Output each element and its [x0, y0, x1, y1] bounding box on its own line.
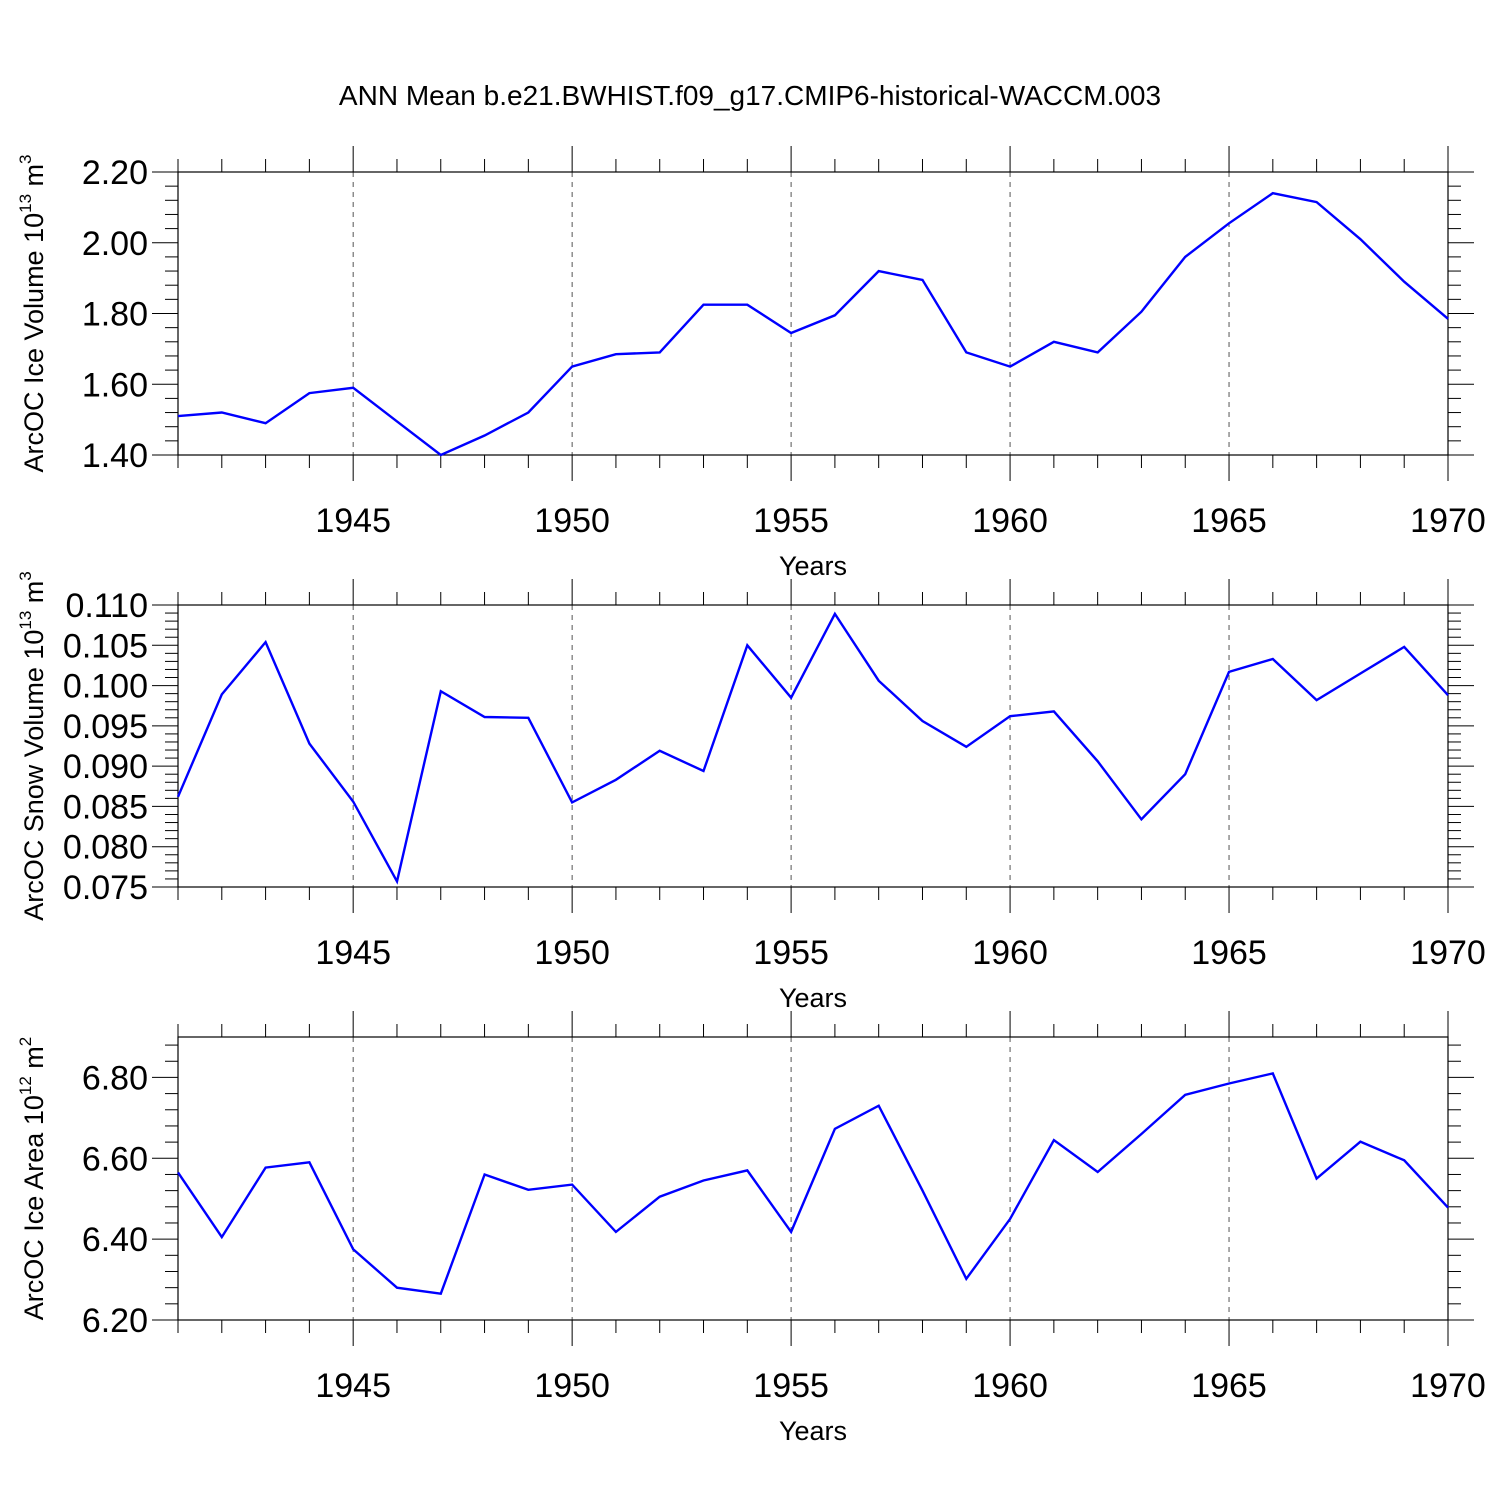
x-tick-label: 1955	[753, 502, 829, 540]
y-tick-label: 6.80	[82, 1059, 148, 1097]
x-tick-label: 1945	[315, 502, 391, 540]
plot-frame	[177, 604, 1449, 888]
y-tick-label: 6.40	[82, 1221, 148, 1259]
y-tick-label: 0.085	[63, 788, 148, 826]
y-tick-label: 0.100	[63, 668, 148, 706]
series-line	[176, 611, 1449, 885]
y-tick-label: 1.60	[82, 366, 148, 404]
y-tick-label: 0.075	[63, 869, 148, 907]
y-tick-label: 0.080	[63, 829, 148, 867]
x-tick-label: 1965	[1191, 934, 1267, 972]
x-tick-label: 1970	[1410, 502, 1486, 540]
x-tick-label: 1965	[1191, 1367, 1267, 1405]
x-tick-label: 1950	[534, 1367, 610, 1405]
x-axis-title: Years	[779, 1416, 847, 1446]
x-tick-label: 1960	[972, 502, 1048, 540]
y-tick-label: 1.40	[82, 437, 148, 475]
series-line	[177, 1072, 1449, 1296]
plot-frame	[177, 1036, 1449, 1321]
x-tick-label: 1960	[972, 1367, 1048, 1405]
x-tick-label: 1945	[315, 1367, 391, 1405]
x-tick-label: 1945	[315, 934, 391, 972]
y-tick-label: 6.20	[82, 1302, 148, 1340]
x-tick-label: 1955	[753, 934, 829, 972]
panel-3: 6.20 6.40 6.60 6.80 1945 1950 1955 1960 1965 1970…	[16, 1011, 1486, 1446]
y-axis-title: ArcOC Ice Volume 1013 m3	[16, 154, 49, 472]
y-tick-label: 0.090	[63, 748, 148, 786]
x-axis-title: Years	[779, 983, 847, 1013]
panel-1: 1.40 1.60 1.80 2.00 2.20 1945 1950 1955 1960 1965…	[16, 146, 1486, 581]
y-axis-title: ArcOC Snow Volume 1013 m3	[16, 571, 49, 921]
y-tick-label: 0.095	[63, 708, 148, 746]
y-tick-label: 1.80	[82, 296, 148, 334]
x-tick-label: 1955	[753, 1367, 829, 1405]
x-tick-label: 1950	[534, 934, 610, 972]
x-tick-label: 1965	[1191, 502, 1267, 540]
y-tick-label: 0.110	[65, 587, 148, 625]
plot-frame	[177, 171, 1449, 456]
x-tick-label: 1970	[1410, 934, 1486, 972]
y-axis-title: ArcOC Ice Area 1012 m2	[16, 1037, 49, 1321]
x-tick-label: 1970	[1410, 1367, 1486, 1405]
y-tick-label: 2.00	[82, 225, 148, 263]
x-tick-label: 1950	[534, 502, 610, 540]
y-tick-label: 6.60	[82, 1140, 148, 1178]
series-line	[177, 191, 1449, 457]
y-tick-label: 2.20	[82, 154, 148, 192]
x-axis-title: Years	[779, 551, 847, 581]
chart-title: ANN Mean b.e21.BWHIST.f09_g17.CMIP6-hist…	[339, 80, 1161, 111]
y-tick-label: 0.105	[63, 627, 148, 665]
x-tick-label: 1960	[972, 934, 1048, 972]
panels: 1.40 1.60 1.80 2.00 2.20 1945 1950 1955 1960 1965…	[16, 146, 1486, 1446]
panel-2: 0.0750.0800.0850.0900.0950.1000.1050.110…	[16, 571, 1486, 1013]
